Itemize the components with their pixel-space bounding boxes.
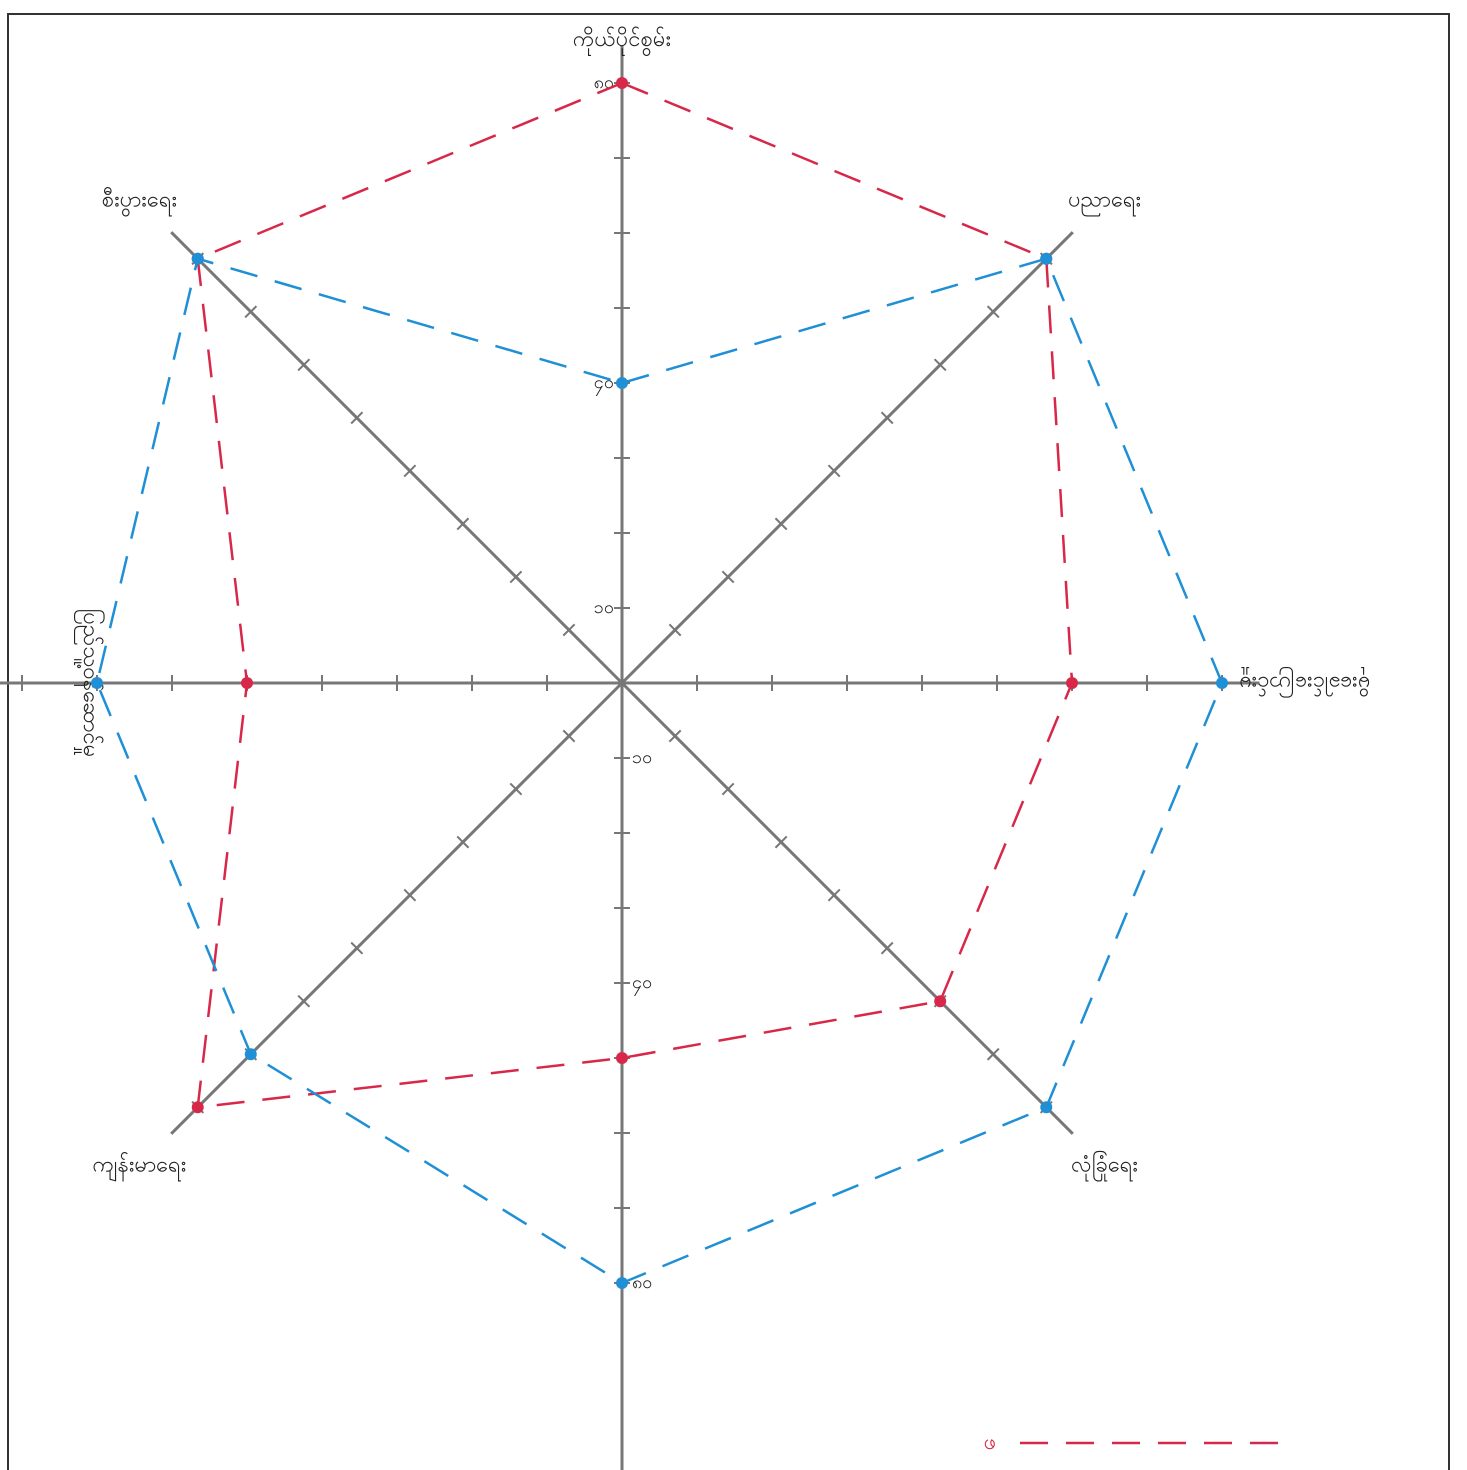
tick-mark — [350, 941, 364, 955]
axis-label: လုံခြုံရေး — [1071, 1151, 1138, 1182]
series-line — [95, 257, 1224, 1285]
spoke — [170, 681, 624, 1135]
data-point — [1040, 1101, 1053, 1114]
tick-mark — [880, 411, 894, 425]
tick-mark — [721, 782, 735, 796]
data-point — [934, 995, 947, 1008]
tick-mark — [403, 888, 417, 902]
tick-label: ၁၀ — [594, 597, 614, 618]
spoke — [620, 231, 1074, 685]
tick-label: ၄၀ — [632, 972, 652, 996]
data-point — [191, 1101, 204, 1114]
tick-mark — [244, 305, 258, 319]
tick-mark — [456, 517, 470, 531]
data-point — [191, 252, 204, 265]
tick-mark — [986, 305, 1000, 319]
tick-mark — [668, 729, 682, 743]
data-point — [1216, 677, 1228, 689]
tick-mark — [562, 729, 576, 743]
tick-mark — [297, 994, 311, 1008]
tick-mark — [403, 464, 417, 478]
spoke — [620, 681, 1074, 1135]
tick-mark — [721, 570, 735, 584]
tick-mark — [297, 358, 311, 372]
axis-label: စီးပွားရေး — [102, 186, 177, 217]
page-frame — [7, 13, 1450, 1470]
legend-label: ဖ — [984, 1430, 997, 1455]
tick-mark — [668, 623, 682, 637]
axis-label: ကိုယ်ပိုင်စွမ်း — [573, 26, 671, 57]
axis-label: မိုးခေါင်းပြောင်းမှု — [1239, 667, 1370, 698]
tick-mark — [509, 570, 523, 584]
tick-mark — [827, 888, 841, 902]
data-point — [616, 377, 628, 389]
tick-mark — [350, 411, 364, 425]
data-point — [1040, 252, 1053, 265]
series-line — [196, 81, 1074, 1109]
tick-mark — [456, 835, 470, 849]
data-point — [616, 1052, 628, 1064]
tick-mark — [774, 517, 788, 531]
data-point — [616, 1277, 628, 1289]
data-point — [241, 677, 253, 689]
tick-mark — [827, 464, 841, 478]
tick-mark — [509, 782, 523, 796]
axis-label: ပညာရေး — [1068, 187, 1141, 216]
spoke — [170, 231, 624, 685]
data-point — [616, 77, 628, 89]
data-point — [1066, 677, 1078, 689]
axis-label: ကျန်းမာရေး — [93, 1152, 187, 1182]
tick-mark — [880, 941, 894, 955]
data-point — [244, 1048, 257, 1061]
tick-label: ၁၀ — [632, 747, 652, 768]
tick-mark — [933, 358, 947, 372]
data-point — [91, 677, 103, 689]
tick-mark — [774, 835, 788, 849]
tick-mark — [562, 623, 576, 637]
tick-mark — [986, 1047, 1000, 1061]
